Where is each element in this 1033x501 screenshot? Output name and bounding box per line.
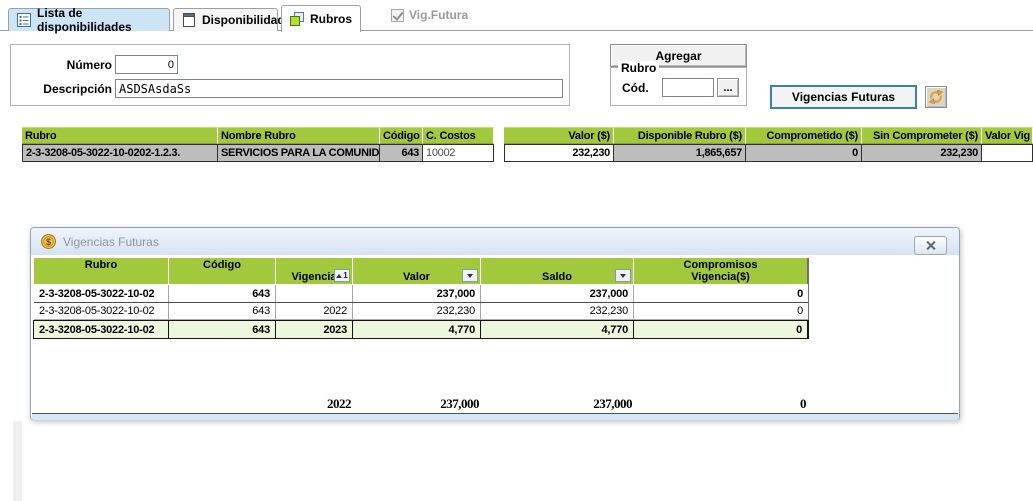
cell-rubro: 2-3-3208-05-3022-10-02: [34, 321, 169, 338]
browse-button[interactable]: ...: [717, 78, 739, 97]
main-grid-header-valor-vig: Valor Vig: [982, 127, 1033, 144]
cell-rubro: 2-3-3208-05-3022-10-02: [34, 303, 169, 319]
dialog-header-rubro[interactable]: Rubro: [34, 258, 169, 284]
tab-lista-de-disponibilidades[interactable]: Lista de disponibilidades: [8, 6, 170, 34]
cell-codigo: 643: [169, 321, 276, 338]
cell-vigencia: 2023: [276, 321, 353, 338]
filter-dropdown-icon[interactable]: [462, 269, 478, 282]
cell-compromisos: 0: [634, 321, 808, 338]
main-row-cell-comprometido[interactable]: 0: [746, 144, 862, 162]
descripcion-label: Descripción: [43, 82, 112, 96]
refresh-button[interactable]: [925, 86, 947, 108]
numero-label: Número: [66, 58, 112, 72]
vigencias-futuras-dialog: $ Vigencias Futuras Rubro Código Vigenci…: [30, 227, 960, 420]
main-row-cell-valor[interactable]: 232,230: [504, 144, 614, 162]
dialog-title: Vigencias Futuras: [63, 234, 159, 249]
vig-futura-checkbox-group: Vig.Futura: [391, 8, 468, 22]
main-grid-header-nombre-rubro: Nombre Rubro: [218, 127, 380, 144]
main-grid-header-sin-comprometer: Sin Comprometer ($): [862, 127, 982, 144]
summary-saldo: 237,000: [593, 396, 632, 411]
rubro-group-label: Rubro: [618, 61, 660, 75]
tab-label: Rubros: [310, 12, 352, 26]
rubro-groupbox: [610, 67, 747, 106]
dialog-grid-row-group[interactable]: 2-3-3208-05-3022-10-02 643 237,000 237,0…: [34, 285, 808, 303]
main-row-cell-rubro[interactable]: 2-3-3208-05-3022-10-0202-1.2.3.: [22, 144, 218, 162]
sort-arrow: [336, 273, 343, 278]
tab-disponibilidad[interactable]: Disponibilidad: [173, 8, 285, 31]
cell-saldo: 4,770: [481, 321, 634, 338]
checkbox-checked-icon[interactable]: [391, 8, 404, 22]
tabstrip-baseline: [0, 30, 1033, 31]
dialog-header-valor-label: Valor Vigencia($): [387, 271, 446, 284]
main-grid-header-c-costos: C. Costos: [423, 127, 494, 144]
filter-arrow: [620, 273, 626, 278]
sort-order-number: 1: [343, 270, 348, 280]
tab-label: Disponibilidad: [202, 13, 285, 27]
form-left-edge: [13, 421, 22, 501]
filter-arrow: [467, 273, 473, 278]
cell-codigo: 643: [169, 285, 276, 302]
cell-vigencia: 2022: [276, 303, 353, 319]
dialog-titlebar[interactable]: $ Vigencias Futuras: [31, 228, 959, 255]
dialog-footer-line: [32, 413, 958, 414]
cell-rubro: 2-3-3208-05-3022-10-02: [34, 285, 169, 302]
dialog-grid-right-border: [808, 258, 809, 339]
cell-valor: 232,230: [353, 303, 481, 319]
main-grid-header-rubro: Rubro: [22, 127, 218, 144]
filter-dropdown-icon[interactable]: [615, 269, 631, 282]
refresh-icon: [928, 89, 944, 105]
summary-vigencia: 2022: [327, 396, 352, 411]
cell-vigencia: [276, 285, 353, 302]
sort-ascending-icon[interactable]: 1: [334, 269, 350, 282]
summary-valor: 237,000: [440, 396, 479, 411]
main-grid-header-comprometido: Comprometido ($): [746, 127, 862, 144]
cell-codigo: 643: [169, 303, 276, 319]
dialog-header-codigo[interactable]: Código: [169, 258, 276, 284]
main-row-cell-sin-comprometer[interactable]: 232,230: [862, 144, 982, 162]
main-grid-header-valor: Valor ($): [504, 127, 614, 144]
document-icon: [182, 13, 196, 27]
cell-valor: 4,770: [353, 321, 481, 338]
dialog-grid-row-selected[interactable]: 2-3-3208-05-3022-10-02 643 2023 4,770 4,…: [33, 320, 809, 339]
cod-input[interactable]: [662, 78, 714, 97]
dialog-header-vigencia-label: Vigencia: [291, 271, 337, 283]
cod-label: Cód.: [622, 81, 649, 95]
main-grid-header-codigo: Código: [380, 127, 423, 144]
dialog-footer-strip: [32, 414, 958, 420]
layers-icon: [290, 12, 304, 26]
cell-compromisos: 0: [797, 305, 803, 317]
main-grid-header-disponible-rubro: Disponible Rubro ($): [614, 127, 746, 144]
dialog-close-button[interactable]: [914, 236, 947, 255]
vig-futura-label: Vig.Futura: [409, 8, 469, 22]
tab-label: Lista de disponibilidades: [37, 6, 132, 34]
cell-saldo: 232,230: [481, 303, 634, 319]
list-icon: [17, 13, 31, 27]
dialog-header-saldo-vigencia[interactable]: Saldo Vigencia($): [481, 258, 634, 284]
main-row-cell-c-costos[interactable]: 10002: [423, 144, 494, 162]
cell-valor: 237,000: [353, 285, 481, 302]
dialog-header-compromisos-vigencia[interactable]: Compromisos Vigencia($): [634, 258, 808, 284]
vigencias-futuras-button[interactable]: Vigencias Futuras: [770, 85, 917, 109]
dialog-header-valor-vigencia[interactable]: Valor Vigencia($): [353, 258, 481, 284]
tab-rubros[interactable]: Rubros: [281, 5, 361, 32]
descripcion-input[interactable]: [115, 79, 563, 98]
svg-text:$: $: [46, 237, 51, 247]
close-icon: [925, 240, 936, 251]
main-row-cell-nombre[interactable]: SERVICIOS PARA LA COMUNIDAD: [218, 144, 380, 162]
header-groupbox: [10, 44, 570, 106]
main-row-cell-codigo[interactable]: 643: [380, 144, 423, 162]
main-row-cell-disponible[interactable]: 1,865,657: [614, 144, 746, 162]
cell-saldo: 237,000: [481, 285, 634, 302]
numero-input[interactable]: [115, 55, 178, 74]
cell-compromisos: 0: [797, 287, 803, 300]
summary-compromisos: 0: [800, 396, 807, 411]
dialog-header-saldo-label: Saldo Vigencia($): [528, 271, 587, 284]
dialog-grid-row[interactable]: 2-3-3208-05-3022-10-02 643 2022 232,230 …: [34, 303, 808, 320]
dialog-header-vigencia[interactable]: Vigencia 1: [276, 258, 353, 284]
main-row-cell-valor-vig[interactable]: [982, 144, 1033, 162]
coin-icon: $: [40, 233, 57, 250]
